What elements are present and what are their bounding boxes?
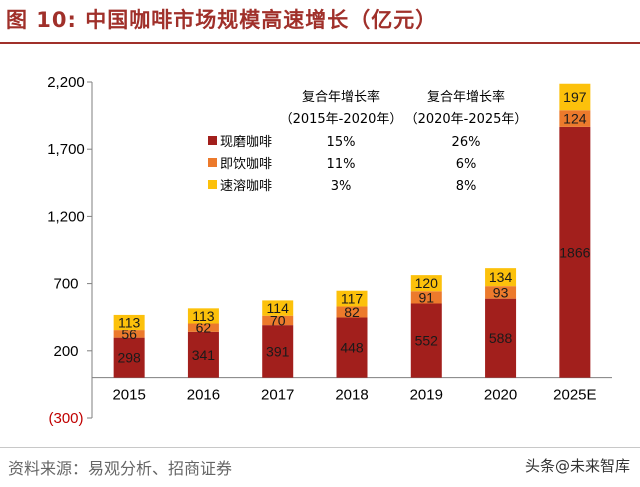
data-label: 197 bbox=[563, 89, 587, 105]
legend-cagr-2015-2020: 15% bbox=[327, 135, 356, 150]
data-label: 391 bbox=[266, 343, 290, 359]
data-label: 120 bbox=[415, 275, 439, 291]
chart-title: 图 10: 中国咖啡市场规模高速增长（亿元） bbox=[6, 8, 438, 32]
data-label: 1866 bbox=[559, 244, 590, 260]
bar-segment bbox=[559, 126, 591, 378]
y-tick-label: (300) bbox=[48, 410, 83, 427]
bar-segment bbox=[336, 317, 368, 378]
bar-segment bbox=[113, 314, 145, 331]
data-label: 117 bbox=[341, 291, 364, 307]
data-label: 93 bbox=[493, 284, 509, 300]
legend-cagr-2020-2025: 26% bbox=[452, 135, 481, 150]
bar-segment bbox=[559, 110, 591, 127]
watermark-text: 头条@未来智库 bbox=[524, 457, 630, 475]
x-tick-label: 2017 bbox=[261, 387, 294, 404]
x-tick-label: 2020 bbox=[484, 387, 517, 404]
bar-segment bbox=[410, 275, 442, 292]
bar-segment bbox=[410, 291, 442, 304]
data-label: 124 bbox=[563, 111, 587, 127]
chart-svg: (300)2007001,2001,7002,20029856113201534… bbox=[47, 74, 612, 427]
legend-swatch bbox=[208, 180, 217, 189]
bar-segment bbox=[485, 268, 517, 287]
bar-segment bbox=[187, 308, 219, 324]
bar-segment bbox=[485, 286, 517, 299]
bar-segment bbox=[187, 323, 219, 332]
bar-segment bbox=[187, 331, 219, 378]
bar-segment bbox=[336, 306, 368, 318]
data-label: 448 bbox=[340, 340, 364, 356]
legend-cagr-2020-2025: 6% bbox=[456, 157, 477, 172]
legend-item-label: 即饮咖啡 bbox=[220, 157, 272, 172]
x-tick-label: 2016 bbox=[187, 387, 220, 404]
y-tick-label: 700 bbox=[53, 276, 78, 293]
data-label: 70 bbox=[270, 312, 286, 328]
data-label: 341 bbox=[192, 347, 216, 363]
legend-cagr-2015-2020: 3% bbox=[331, 179, 352, 194]
data-label: 62 bbox=[196, 320, 212, 336]
footer-divider bbox=[0, 447, 640, 448]
data-label: 82 bbox=[344, 304, 360, 320]
legend-subheader-1: （2015年-2020年） bbox=[280, 112, 403, 127]
x-tick-label: 2025E bbox=[553, 387, 596, 404]
bar-segment bbox=[410, 303, 442, 378]
legend-swatch bbox=[208, 158, 217, 167]
data-label: 134 bbox=[489, 269, 513, 285]
y-tick-label: 1,700 bbox=[47, 141, 85, 158]
legend-cagr-2015-2020: 11% bbox=[327, 157, 356, 172]
data-label: 91 bbox=[418, 289, 434, 305]
data-label: 588 bbox=[489, 330, 513, 346]
bar-segment bbox=[262, 325, 294, 378]
title-divider bbox=[0, 42, 640, 44]
x-tick-label: 2018 bbox=[335, 387, 368, 404]
legend-header-2: 复合年增长率 bbox=[427, 89, 505, 105]
legend-item-label: 现磨咖啡 bbox=[220, 135, 272, 150]
data-label: 552 bbox=[415, 333, 439, 349]
bar-segment bbox=[485, 298, 517, 378]
bar-segment bbox=[262, 300, 294, 316]
bar-segment bbox=[113, 337, 145, 378]
legend-header-1: 复合年增长率 bbox=[302, 89, 380, 105]
source-text: 资料来源：易观分析、招商证券 bbox=[8, 459, 233, 478]
legend-cagr-2020-2025: 8% bbox=[456, 179, 477, 194]
legend-swatch bbox=[208, 136, 217, 145]
legend-item-label: 速溶咖啡 bbox=[220, 179, 272, 194]
legend-subheader-2: （2020年-2025年） bbox=[405, 112, 528, 127]
data-label: 298 bbox=[117, 350, 141, 366]
bar-segment bbox=[262, 315, 294, 326]
data-label: 114 bbox=[267, 300, 290, 316]
x-tick-label: 2015 bbox=[112, 387, 145, 404]
bar-segment bbox=[559, 83, 591, 111]
bar-segment bbox=[113, 330, 145, 338]
x-tick-label: 2019 bbox=[410, 387, 443, 404]
bar-segment bbox=[336, 290, 368, 307]
y-tick-label: 1,200 bbox=[47, 208, 85, 225]
data-label: 113 bbox=[118, 315, 141, 331]
y-tick-label: 2,200 bbox=[47, 74, 85, 91]
y-tick-label: 200 bbox=[53, 343, 78, 360]
data-label: 113 bbox=[192, 308, 215, 324]
